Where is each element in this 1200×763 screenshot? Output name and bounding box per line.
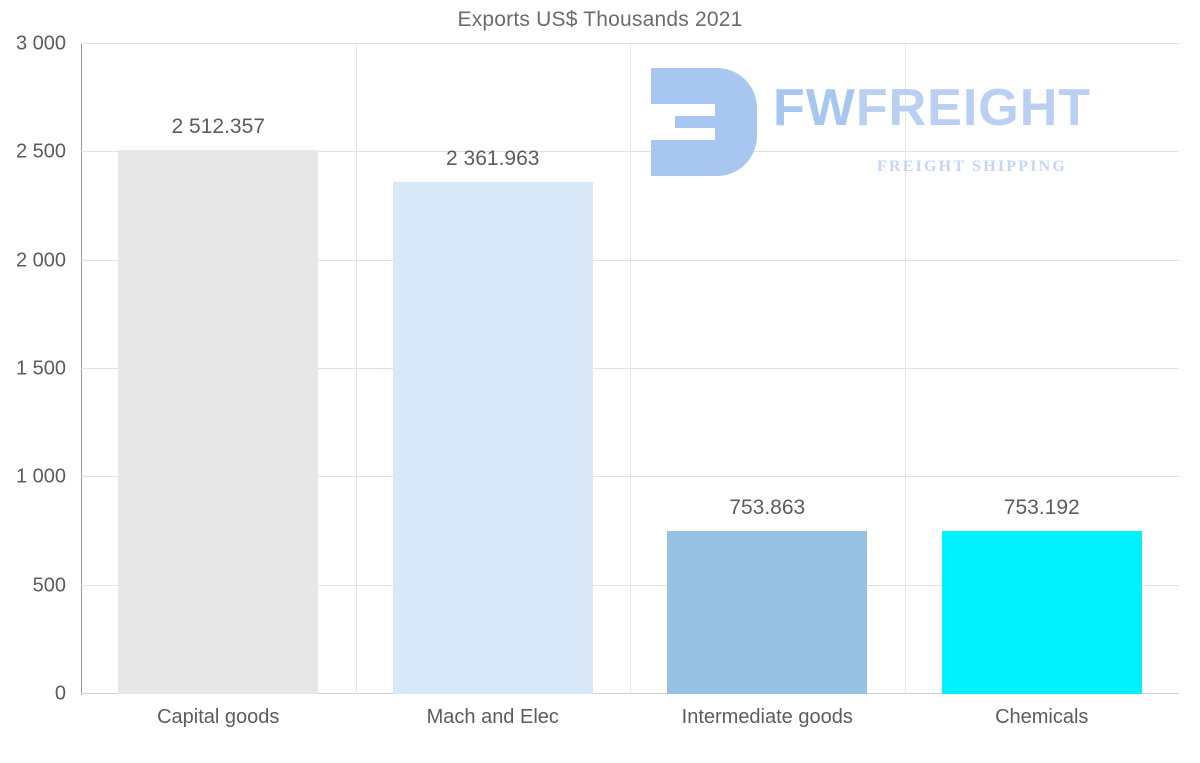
gridline-horizontal [81,43,1179,44]
y-axis-tick-label: 2 000 [15,249,66,272]
chart-title: Exports US$ Thousands 2021 [457,8,743,31]
y-axis-tick-label: 500 [32,574,66,597]
bar-value-label: 753.192 [1003,495,1080,519]
bar[interactable] [118,149,319,694]
gridline-vertical [356,44,357,694]
bar[interactable] [667,530,868,694]
bar-value-label: 753.863 [729,495,806,519]
x-axis-category-label: Capital goods [157,706,280,728]
bar-value-label: 2 361.963 [446,147,540,171]
x-axis-category-label: Chemicals [995,706,1089,728]
x-axis-category-label: Intermediate goods [681,706,853,728]
y-axis-tick-label: 3 000 [15,32,66,55]
x-axis-category-label: Mach and Elec [426,706,559,728]
y-axis-tick-label: 0 [54,682,66,705]
y-axis-tick-label: 1 000 [15,465,66,488]
gridline-vertical [630,44,631,694]
gridline-vertical [905,44,906,694]
y-axis-tick-label: 2 500 [15,140,66,163]
bar[interactable] [941,530,1142,694]
plot-area [81,43,1179,694]
y-axis-tick-label: 1 500 [15,357,66,380]
bar-value-label: 2 512.357 [171,114,265,138]
y-axis-line [81,44,82,695]
bar[interactable] [392,182,593,694]
